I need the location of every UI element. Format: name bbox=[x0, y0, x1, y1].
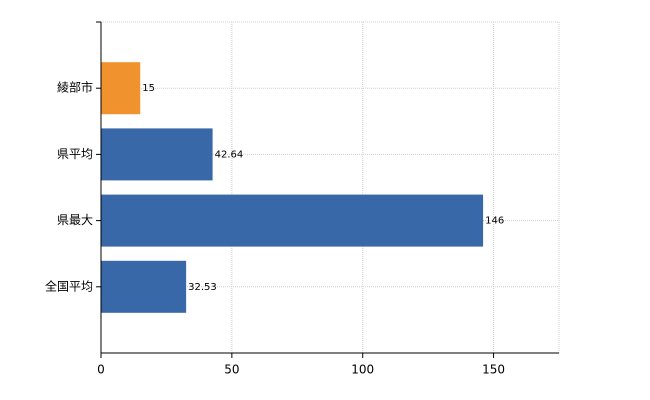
x-tick-label: 100 bbox=[351, 363, 374, 377]
y-tick-label: 県平均 bbox=[57, 147, 93, 161]
y-tick-label: 綾部市 bbox=[57, 80, 93, 95]
x-tick-label: 50 bbox=[224, 363, 239, 377]
value-label: 15 bbox=[142, 83, 155, 94]
value-label: 146 bbox=[485, 216, 504, 227]
bar bbox=[101, 260, 187, 313]
bar bbox=[101, 62, 141, 115]
value-label: 42.64 bbox=[215, 149, 244, 160]
x-tick-label: 0 bbox=[97, 363, 105, 377]
bar bbox=[101, 128, 213, 181]
value-label: 32.53 bbox=[188, 282, 217, 293]
bar bbox=[101, 194, 484, 247]
x-tick-label: 150 bbox=[482, 363, 505, 377]
y-tick-label: 県最大 bbox=[57, 213, 93, 227]
y-tick-label: 全国平均 bbox=[45, 278, 93, 293]
